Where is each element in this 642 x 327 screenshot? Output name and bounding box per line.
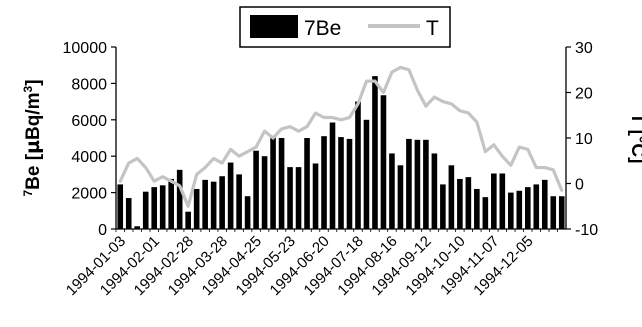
bar-7be: [253, 150, 259, 229]
bar-7be: [312, 163, 319, 229]
bar-7be: [380, 95, 387, 229]
bar-7be: [423, 139, 429, 229]
bar-7be: [372, 76, 378, 230]
bar-7be: [558, 196, 565, 229]
bar-7be: [363, 119, 370, 229]
bar-7be: [533, 184, 540, 229]
bar-7be: [134, 226, 141, 229]
y-right-tick-label: -10: [575, 222, 598, 239]
bar-7be: [389, 153, 395, 229]
bar-7be: [448, 165, 455, 229]
bar-7be: [210, 181, 217, 229]
y-right-tick-label: 30: [575, 40, 593, 57]
bar-7be: [219, 176, 225, 229]
y-axis-left-title-main: Be [: [23, 153, 44, 190]
bar-7be: [491, 173, 497, 229]
y-axis-right-ticks: -10 0 10 20 30: [566, 40, 598, 239]
bar-7be: [508, 192, 514, 229]
bar-7be: [431, 153, 438, 229]
line-t: [118, 65, 564, 208]
y-axis-right-title: T [°C]: [627, 113, 642, 164]
legend: 7Be T: [239, 6, 451, 48]
bar-7be: [278, 138, 285, 229]
bar-7be: [185, 211, 191, 229]
line-series-t: [118, 65, 564, 208]
bar-7be: [295, 167, 302, 229]
y-left-tick-label: 0: [98, 222, 107, 239]
y-right-tick-label: 10: [575, 131, 593, 148]
bar-7be: [414, 139, 421, 229]
bar-7be: [125, 198, 132, 229]
bar-7be: [227, 162, 234, 229]
bar-7be: [270, 136, 276, 229]
bar-series-7be: [117, 76, 565, 230]
legend-label-7be: 7Be: [304, 17, 341, 40]
y-left-tick-label: 4000: [71, 149, 107, 166]
y-axis-left-title-sup-post: 3: [21, 85, 35, 92]
bar-7be: [482, 197, 489, 229]
bar-7be: [338, 137, 344, 229]
bar-7be: [440, 184, 446, 229]
bar-7be: [159, 185, 166, 229]
y-left-tick-label: 8000: [71, 76, 107, 93]
bar-7be: [176, 169, 183, 229]
y-axis-left-title-sup-pre: 7: [21, 190, 35, 197]
bar-7be: [117, 184, 124, 229]
legend-label-t: T: [426, 17, 439, 40]
y-axis-left-title-close: ]: [23, 79, 44, 85]
bar-7be: [261, 156, 268, 229]
bar-7be: [346, 138, 353, 229]
bar-7be: [406, 138, 412, 229]
bar-7be: [236, 174, 242, 229]
bar-7be: [397, 165, 404, 229]
bar-7be: [355, 101, 361, 229]
bar-7be: [193, 188, 200, 229]
bar-7be: [457, 178, 463, 229]
y-left-tick-label: 10000: [63, 40, 108, 57]
bar-7be: [516, 190, 523, 229]
bar-7be: [142, 191, 149, 229]
y-right-tick-label: 20: [575, 86, 593, 103]
bar-7be: [168, 178, 174, 229]
bar-7be: [524, 187, 531, 229]
bar-7be: [329, 122, 336, 229]
y-right-tick-label: 0: [575, 177, 584, 194]
x-axis-ticks: 1994-01-031994-02-011994-02-281994-03-28…: [63, 229, 558, 299]
bar-7be: [321, 136, 327, 229]
bar-7be: [541, 179, 548, 229]
bar-7be: [202, 179, 208, 229]
bar-7be: [465, 177, 472, 229]
bar-7be: [244, 196, 251, 229]
bar-7be: [287, 167, 293, 229]
bar-7be: [304, 138, 310, 229]
bar-7be: [151, 187, 158, 229]
y-left-tick-label: 2000: [71, 186, 107, 203]
y-axis-left-title-unit: Bq/m: [23, 92, 44, 140]
bar-7be: [550, 196, 557, 229]
y-axis-left-ticks: 0 2000 4000 6000 8000 10000: [63, 40, 116, 239]
bar-7be: [499, 173, 506, 229]
y-left-tick-label: 6000: [71, 113, 107, 130]
bar-7be: [474, 188, 480, 229]
y-axis-left-title-mu: µ: [22, 140, 44, 154]
y-axis-left-title: 7Be [µBq/m3]: [21, 79, 44, 196]
legend-swatch-7be: [250, 15, 298, 38]
